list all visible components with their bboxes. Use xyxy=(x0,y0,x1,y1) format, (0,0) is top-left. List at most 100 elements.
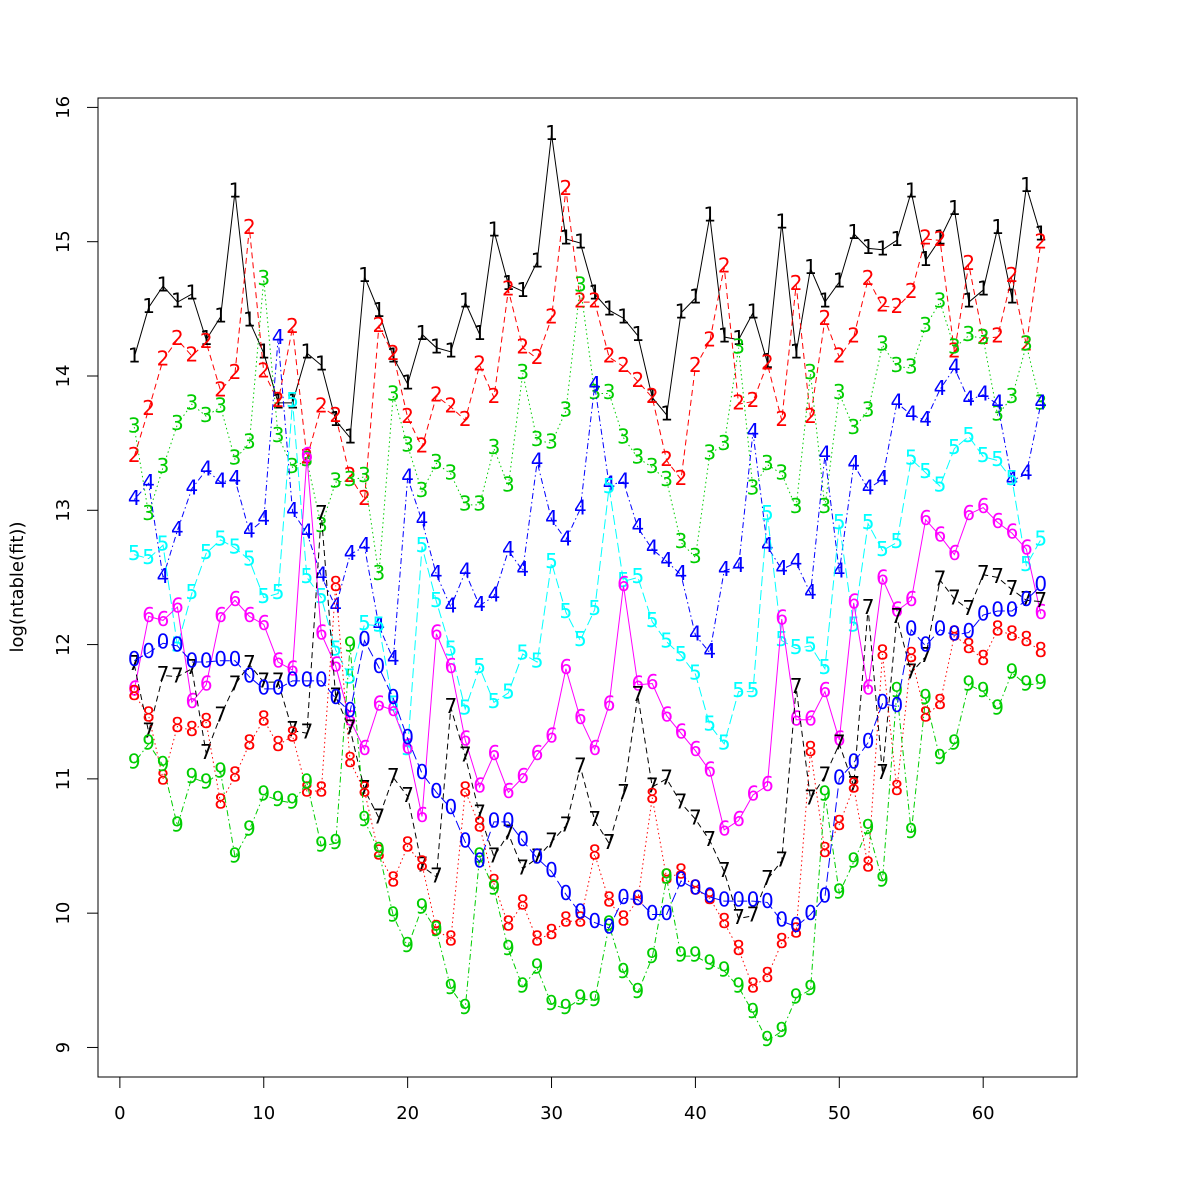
point-symbol: 6 xyxy=(257,611,270,635)
point-symbol: 5 xyxy=(962,423,975,447)
point-symbol: 9 xyxy=(257,781,270,805)
point-symbol: 9 xyxy=(718,957,731,981)
point-symbol: 8 xyxy=(444,927,457,951)
point-symbol: 1 xyxy=(488,217,501,241)
point-symbol: 5 xyxy=(516,640,529,664)
point-symbol: 7 xyxy=(747,902,760,926)
point-symbol: 3 xyxy=(142,501,155,525)
point-symbol: 0 xyxy=(243,663,256,687)
series-line xyxy=(133,338,1042,660)
point-symbol: 3 xyxy=(315,513,328,537)
point-symbol: 2 xyxy=(646,384,659,408)
point-symbol: 4 xyxy=(962,387,975,411)
point-symbol: 3 xyxy=(747,475,760,499)
point-symbol: 7 xyxy=(588,807,601,831)
point-symbol: 8 xyxy=(905,643,918,667)
point-symbol: 0 xyxy=(1020,587,1033,611)
point-symbol: 6 xyxy=(531,741,544,765)
x-tick-label: 50 xyxy=(828,1103,851,1124)
y-tick-label: 9 xyxy=(53,1042,74,1053)
point-symbol: 1 xyxy=(660,401,673,425)
point-symbol: 3 xyxy=(689,544,702,568)
point-symbol: 9 xyxy=(171,812,184,836)
point-symbol: 8 xyxy=(703,885,716,909)
point-symbol: 9 xyxy=(243,816,256,840)
point-symbol: 0 xyxy=(272,675,285,699)
point-symbol: 8 xyxy=(804,737,817,761)
point-symbol: 4 xyxy=(488,583,501,607)
y-tick-label: 16 xyxy=(53,96,74,119)
point-symbol: 7 xyxy=(560,812,573,836)
point-symbol: 1 xyxy=(142,294,155,318)
point-symbol: 1 xyxy=(747,299,760,323)
point-symbol: 9 xyxy=(430,917,443,941)
point-symbol: 0 xyxy=(488,808,501,832)
point-symbol: 5 xyxy=(358,611,371,635)
point-symbol: 7 xyxy=(430,863,443,887)
x-tick-label: 60 xyxy=(972,1103,995,1124)
point-symbol: 7 xyxy=(344,716,357,740)
point-symbol: 2 xyxy=(991,324,1004,348)
x-tick-label: 40 xyxy=(684,1103,707,1124)
point-symbol: 9 xyxy=(919,685,932,709)
point-symbol: 9 xyxy=(631,979,644,1003)
point-symbol: 8 xyxy=(315,777,328,801)
series-line xyxy=(133,189,1042,502)
point-symbol: 5 xyxy=(991,447,1004,471)
point-symbol: 6 xyxy=(862,675,875,699)
point-symbol: 0 xyxy=(790,913,803,937)
point-symbol: 2 xyxy=(344,463,357,487)
point-symbol: 8 xyxy=(1006,622,1019,646)
point-symbol: 6 xyxy=(574,705,587,729)
point-symbol: 5 xyxy=(574,627,587,651)
point-symbol: 9 xyxy=(315,833,328,857)
point-symbol: 3 xyxy=(488,435,501,459)
point-symbol: 2 xyxy=(358,486,371,510)
point-symbol: 9 xyxy=(703,951,716,975)
point-symbol: 1 xyxy=(545,121,558,145)
point-symbol: 0 xyxy=(516,827,529,851)
point-symbol: 5 xyxy=(545,549,558,573)
point-symbol: 7 xyxy=(862,595,875,619)
point-symbol: 3 xyxy=(675,529,688,553)
point-symbol: 0 xyxy=(761,889,774,913)
point-symbol: 5 xyxy=(229,534,242,558)
point-symbol: 5 xyxy=(833,510,846,534)
point-symbol: 7 xyxy=(646,773,659,797)
point-symbol: 7 xyxy=(948,585,961,609)
point-symbol: 8 xyxy=(387,867,400,891)
point-symbol: 2 xyxy=(444,393,457,417)
point-symbol: 1 xyxy=(617,305,630,329)
point-symbol: 8 xyxy=(847,773,860,797)
point-symbol: 4 xyxy=(1034,391,1047,415)
point-symbol: 4 xyxy=(819,442,832,466)
point-symbol: 2 xyxy=(747,388,760,412)
point-symbol: 0 xyxy=(675,867,688,891)
point-symbol: 8 xyxy=(516,890,529,914)
point-symbol: 4 xyxy=(588,372,601,396)
point-symbol: 3 xyxy=(919,313,932,337)
point-symbol: 8 xyxy=(862,853,875,877)
point-symbol: 8 xyxy=(185,717,198,741)
point-symbol: 0 xyxy=(934,616,947,640)
point-symbol: 1 xyxy=(358,263,371,287)
point-symbol: 0 xyxy=(142,639,155,663)
point-symbol: 9 xyxy=(531,955,544,979)
point-symbol: 6 xyxy=(934,522,947,546)
point-symbol: 6 xyxy=(430,620,443,644)
point-symbol: 4 xyxy=(603,471,616,495)
point-symbol: 8 xyxy=(286,722,299,746)
point-symbol: 2 xyxy=(516,334,529,358)
point-symbol: 1 xyxy=(1006,285,1019,309)
point-symbol: 6 xyxy=(502,779,515,803)
series-line xyxy=(134,585,1042,929)
point-symbol: 4 xyxy=(185,475,198,499)
point-symbol: 8 xyxy=(876,640,889,664)
point-symbol: 7 xyxy=(718,858,731,882)
point-symbol: 8 xyxy=(1034,638,1047,662)
point-symbol: 7 xyxy=(703,827,716,851)
point-symbol: 6 xyxy=(286,657,299,681)
point-symbol: 8 xyxy=(473,812,486,836)
point-symbol: 9 xyxy=(329,830,342,854)
point-symbol: 5 xyxy=(157,532,170,556)
